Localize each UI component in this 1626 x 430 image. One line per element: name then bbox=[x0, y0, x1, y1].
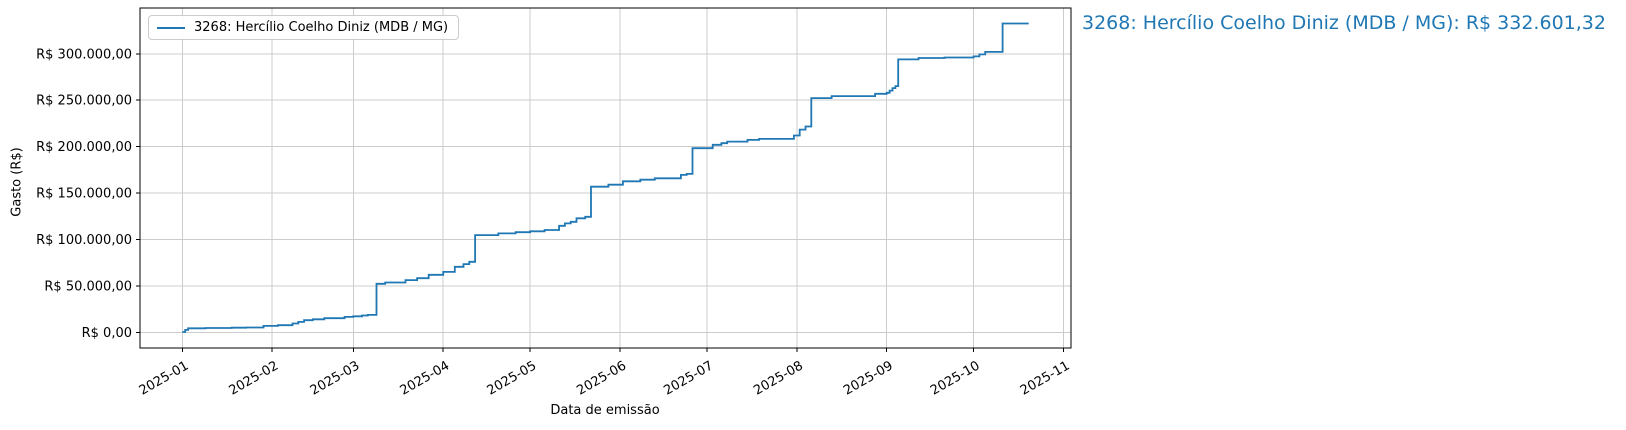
svg-text:2025-10: 2025-10 bbox=[928, 358, 983, 398]
svg-text:2025-08: 2025-08 bbox=[751, 358, 806, 398]
series-step-line bbox=[182, 22, 1029, 333]
legend-line-sample-icon bbox=[157, 26, 185, 29]
svg-text:R$ 0,00: R$ 0,00 bbox=[82, 326, 132, 341]
grid-lines bbox=[140, 8, 1071, 348]
axes-frame bbox=[139, 7, 1072, 349]
svg-text:2025-09: 2025-09 bbox=[841, 358, 896, 398]
series-total-annotation: 3268: Hercílio Coelho Diniz (MDB / MG): … bbox=[1082, 12, 1606, 34]
legend: 3268: Hercílio Coelho Diniz (MDB / MG) bbox=[148, 15, 460, 40]
y-tick-labels: R$ 0,00 R$ 50.000,00 R$ 100.000,00 R$ 150.0… bbox=[36, 47, 132, 341]
svg-text:R$ 250.000,00: R$ 250.000,00 bbox=[36, 94, 132, 109]
svg-text:R$ 300.000,00: R$ 300.000,00 bbox=[36, 47, 132, 62]
legend-label: 3268: Hercílio Coelho Diniz (MDB / MG) bbox=[194, 20, 449, 35]
svg-text:2025-05: 2025-05 bbox=[485, 358, 540, 398]
tick-marks bbox=[136, 53, 1064, 352]
svg-text:R$ 100.000,00: R$ 100.000,00 bbox=[36, 233, 132, 248]
svg-text:2025-01: 2025-01 bbox=[137, 358, 192, 398]
x-tick-labels: 2025-01 2025-02 2025-03 2025-04 2025-05 2025-… bbox=[137, 358, 1073, 398]
svg-text:2025-02: 2025-02 bbox=[227, 358, 282, 398]
svg-text:2025-04: 2025-04 bbox=[398, 358, 453, 398]
svg-text:R$ 50.000,00: R$ 50.000,00 bbox=[44, 280, 132, 295]
svg-text:2025-06: 2025-06 bbox=[574, 358, 629, 398]
y-axis-label: Gasto (R$) bbox=[9, 147, 25, 217]
svg-text:2025-11: 2025-11 bbox=[1018, 358, 1073, 398]
svg-text:R$ 150.000,00: R$ 150.000,00 bbox=[36, 187, 132, 202]
svg-text:2025-07: 2025-07 bbox=[661, 358, 716, 398]
x-axis-label: Data de emissão bbox=[550, 403, 660, 418]
svg-text:R$ 200.000,00: R$ 200.000,00 bbox=[36, 140, 132, 155]
svg-text:2025-03: 2025-03 bbox=[308, 358, 363, 398]
